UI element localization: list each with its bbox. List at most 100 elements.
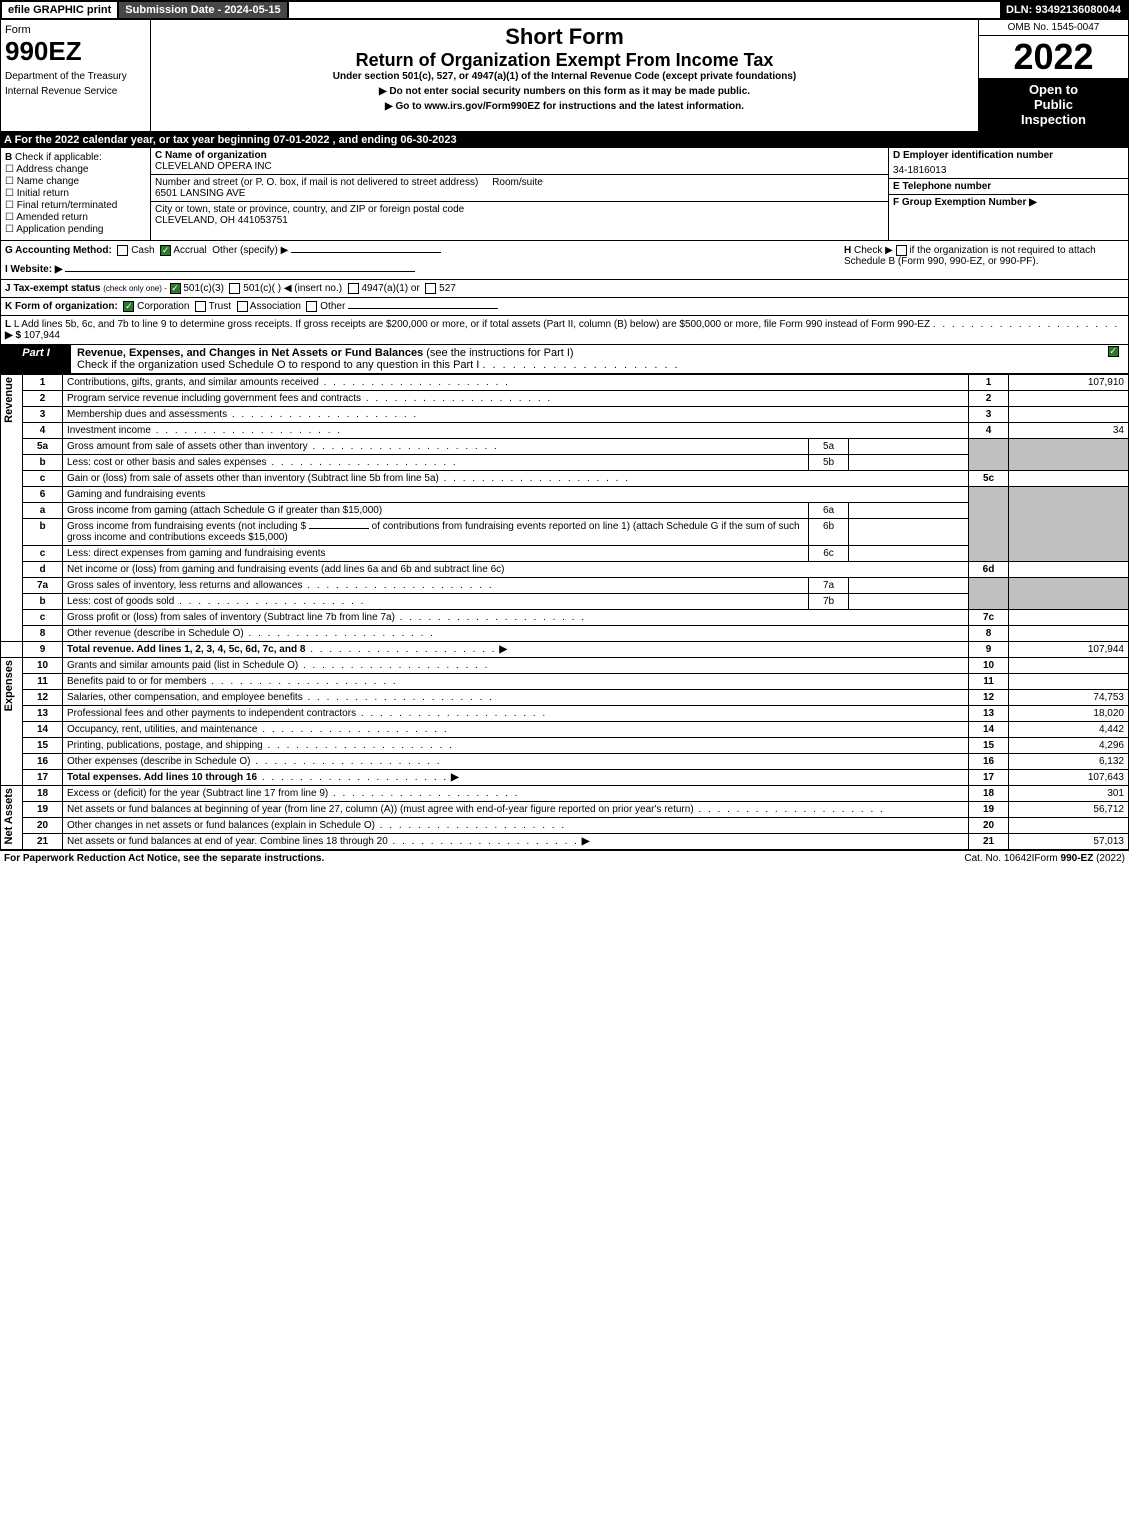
trust-checkbox[interactable]: [195, 301, 206, 312]
line-19-num: 19: [23, 802, 63, 818]
page-footer: For Paperwork Reduction Act Notice, see …: [0, 850, 1129, 866]
line-6b-amount-input[interactable]: [309, 528, 369, 529]
part-i-schedule-o-checkbox[interactable]: ✓: [1098, 345, 1128, 373]
section-bcde: B Check if applicable: ☐ Address change …: [0, 148, 1129, 241]
city-label: City or town, state or province, country…: [155, 204, 464, 215]
line-3-num: 3: [23, 407, 63, 423]
other-specify-input[interactable]: [291, 252, 441, 253]
row-k: K Form of organization: ✓ Corporation Tr…: [0, 298, 1129, 316]
name-change-checkbox[interactable]: ☐ Name change: [5, 176, 146, 187]
gh-left: G Accounting Method: Cash ✓ Accrual Othe…: [5, 245, 844, 275]
line-13-rn: 13: [969, 706, 1009, 722]
line-14-num: 14: [23, 722, 63, 738]
netassets-vertical-label: Net Assets: [1, 786, 23, 850]
tax-year: 2022: [979, 36, 1128, 78]
line-20-num: 20: [23, 818, 63, 834]
top-bar: efile GRAPHIC print Submission Date - 20…: [0, 0, 1129, 20]
dln-label: DLN: 93492136080044: [1000, 2, 1127, 18]
submission-date-button[interactable]: Submission Date - 2024-05-15: [119, 2, 288, 18]
line-14-rn: 14: [969, 722, 1009, 738]
ein-value: 34-1816013: [889, 163, 1128, 179]
line-5c-desc: Gain or (loss) from sale of assets other…: [63, 471, 969, 487]
application-pending-checkbox[interactable]: ☐ Application pending: [5, 224, 146, 235]
website-input[interactable]: [65, 271, 415, 272]
accrual-label: Accrual: [173, 245, 206, 256]
line-5c-amt: [1009, 471, 1129, 487]
line-6a-inner-amt: [849, 503, 969, 519]
line-7b-desc: Less: cost of goods sold: [63, 594, 809, 610]
part-i-title-cell: Revenue, Expenses, and Changes in Net As…: [71, 345, 1098, 373]
amended-return-checkbox[interactable]: ☐ Amended return: [5, 212, 146, 223]
line-5a-desc: Gross amount from sale of assets other t…: [63, 439, 809, 455]
part-i-sub: (see the instructions for Part I): [426, 347, 573, 359]
other-specify-label: Other (specify) ▶: [212, 245, 288, 256]
line-10-num: 10: [23, 658, 63, 674]
application-pending-label: Application pending: [16, 224, 103, 235]
501c-checkbox[interactable]: [229, 283, 240, 294]
501c3-checkbox[interactable]: ✓: [170, 283, 181, 294]
column-c: C Name of organization CLEVELAND OPERA I…: [151, 148, 888, 240]
line-1-num: 1: [23, 375, 63, 391]
line-6c-num: c: [23, 546, 63, 562]
part-i-label: Part I: [1, 345, 71, 373]
line-11-num: 11: [23, 674, 63, 690]
line-21-desc: Net assets or fund balances at end of ye…: [63, 834, 969, 850]
irs-label: Internal Revenue Service: [5, 86, 146, 97]
corporation-checkbox[interactable]: ✓: [123, 301, 134, 312]
efile-print-button[interactable]: efile GRAPHIC print: [2, 2, 119, 18]
line-5a-inner-rn: 5a: [809, 439, 849, 455]
line-6b-desc: Gross income from fundraising events (no…: [63, 519, 809, 546]
b-header: B: [5, 152, 12, 163]
l-gross-receipts: 107,944: [24, 330, 60, 341]
501c-label: 501(c)( ) ◀ (insert no.): [243, 283, 342, 294]
line-7a-desc: Gross sales of inventory, less returns a…: [63, 578, 809, 594]
initial-return-label: Initial return: [17, 188, 69, 199]
other-org-label: Other: [320, 301, 345, 312]
line-6c-desc: Less: direct expenses from gaming and fu…: [63, 546, 809, 562]
line-15-desc: Printing, publications, postage, and shi…: [63, 738, 969, 754]
527-checkbox[interactable]: [425, 283, 436, 294]
line-11-desc: Benefits paid to or for members: [63, 674, 969, 690]
line-7c-rn: 7c: [969, 610, 1009, 626]
association-checkbox[interactable]: [237, 301, 248, 312]
line-7ab-grey: [969, 578, 1009, 610]
line-3-rn: 3: [969, 407, 1009, 423]
open-line3: Inspection: [983, 112, 1124, 127]
line-7c-amt: [1009, 610, 1129, 626]
line-6b-num: b: [23, 519, 63, 546]
line-9-rn: 9: [969, 642, 1009, 658]
final-return-checkbox[interactable]: ☐ Final return/terminated: [5, 200, 146, 211]
k-label: K Form of organization:: [5, 301, 118, 312]
corporation-label: Corporation: [137, 301, 189, 312]
line-6d-amt: [1009, 562, 1129, 578]
line-20-rn: 20: [969, 818, 1009, 834]
cash-checkbox[interactable]: [117, 245, 128, 256]
other-org-checkbox[interactable]: [306, 301, 317, 312]
addr-change-checkbox[interactable]: ☐ Address change: [5, 164, 146, 175]
line-1-rn: 1: [969, 375, 1009, 391]
initial-return-checkbox[interactable]: ☐ Initial return: [5, 188, 146, 199]
l-arrow: ▶ $: [5, 330, 21, 341]
line-18-rn: 18: [969, 786, 1009, 802]
line-1-desc: Contributions, gifts, grants, and simila…: [63, 375, 969, 391]
expenses-vertical-label: Expenses: [1, 658, 23, 786]
line-6abc-grey: [969, 487, 1009, 562]
section-a-bar: A For the 2022 calendar year, or tax yea…: [0, 132, 1129, 148]
line-21-rn: 21: [969, 834, 1009, 850]
line-10-rn: 10: [969, 658, 1009, 674]
line-6d-num: d: [23, 562, 63, 578]
open-line1: Open to: [983, 82, 1124, 97]
4947-checkbox[interactable]: [348, 283, 359, 294]
part-i-title: Revenue, Expenses, and Changes in Net As…: [77, 347, 423, 359]
line-8-desc: Other revenue (describe in Schedule O): [63, 626, 969, 642]
line-2-rn: 2: [969, 391, 1009, 407]
h-checkbox[interactable]: [896, 245, 907, 256]
line-21-amt: 57,013: [1009, 834, 1129, 850]
accrual-checkbox[interactable]: ✓: [160, 245, 171, 256]
line-4-rn: 4: [969, 423, 1009, 439]
line-7a-inner-amt: [849, 578, 969, 594]
other-org-input[interactable]: [348, 308, 498, 309]
line-6d-rn: 6d: [969, 562, 1009, 578]
association-label: Association: [250, 301, 301, 312]
line-12-amt: 74,753: [1009, 690, 1129, 706]
